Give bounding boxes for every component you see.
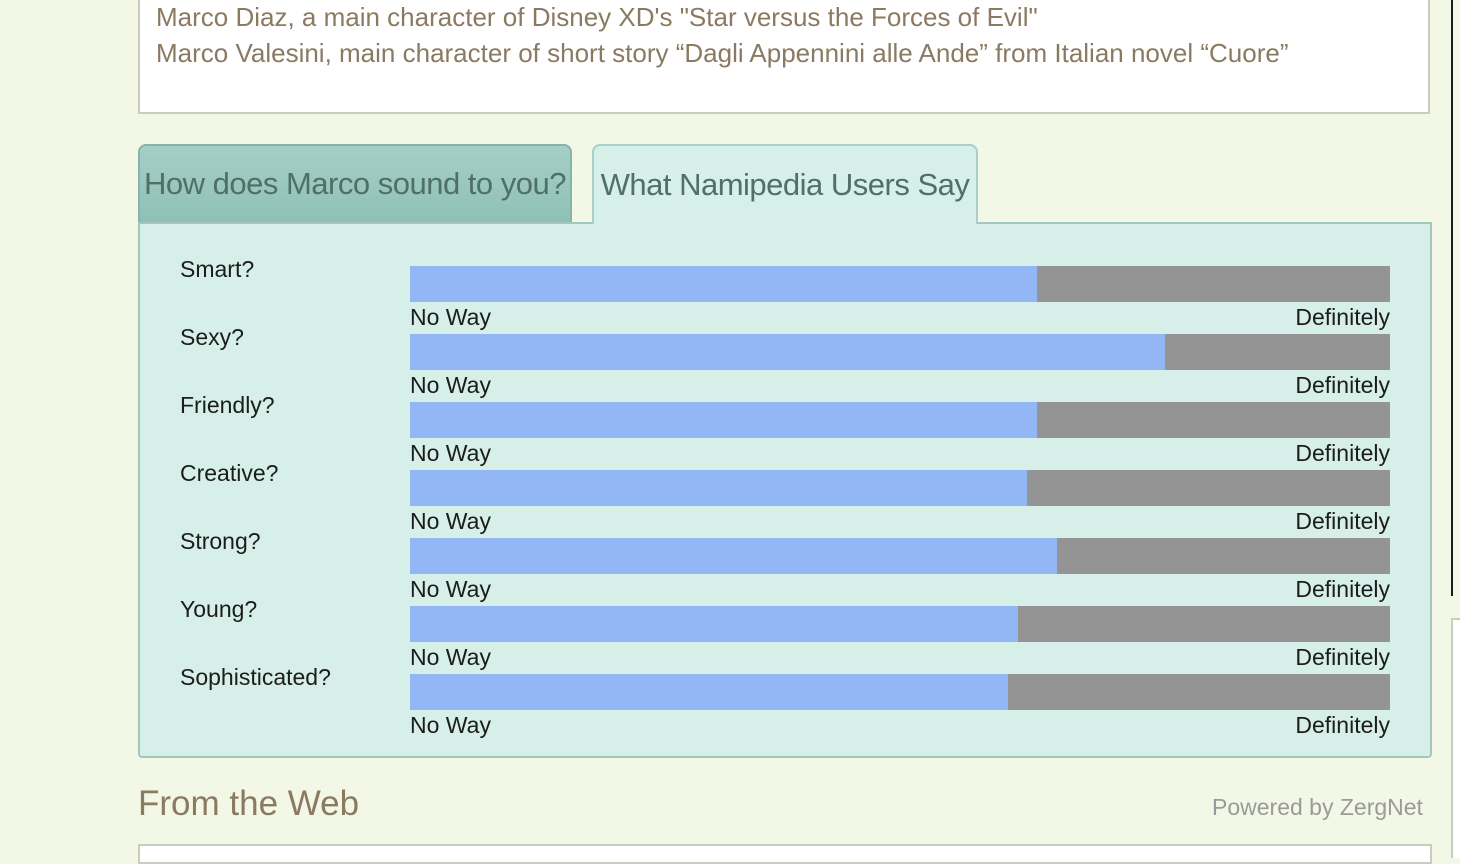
famous-person-line: Marco Valesini, main character of short … bbox=[156, 38, 1289, 68]
scale-high-label: Definitely bbox=[1295, 440, 1390, 466]
scale-low-label: No Way bbox=[410, 304, 491, 330]
trait-row: Sophisticated? No Way Definitely bbox=[140, 634, 1430, 738]
trait-label: Smart? bbox=[180, 256, 255, 282]
trait-row: Friendly? No Way Definitely bbox=[140, 362, 1430, 466]
trait-row: Creative? No Way Definitely bbox=[140, 430, 1430, 534]
rating-bar bbox=[410, 674, 1390, 710]
scale-high-label: Definitely bbox=[1295, 508, 1390, 534]
powered-by-link[interactable]: Powered by ZergNet bbox=[1212, 794, 1423, 820]
rating-bar-fill bbox=[410, 538, 1057, 574]
trait-label: Strong? bbox=[180, 528, 261, 554]
trait-label: Sexy? bbox=[180, 324, 244, 350]
rating-bar bbox=[410, 606, 1390, 642]
rating-bar-fill bbox=[410, 402, 1038, 438]
rating-bar bbox=[410, 266, 1390, 302]
scale-high-label: Definitely bbox=[1295, 576, 1390, 602]
scale-high-label: Definitely bbox=[1295, 712, 1390, 738]
rating-bar-fill bbox=[410, 334, 1165, 370]
rating-bar bbox=[410, 334, 1390, 370]
side-panel-edge bbox=[1451, 618, 1460, 858]
scale-low-label: No Way bbox=[410, 576, 491, 602]
rating-bar-fill bbox=[410, 470, 1028, 506]
tab-users-say[interactable]: What Namipedia Users Say bbox=[592, 144, 978, 224]
rating-bar bbox=[410, 538, 1390, 574]
tab-how-does-it-sound[interactable]: How does Marco sound to you? bbox=[138, 144, 572, 222]
rating-bar-fill bbox=[410, 674, 1008, 710]
trait-row: Strong? No Way Definitely bbox=[140, 498, 1430, 602]
ratings-panel: Smart? No Way Definitely Sexy? No Way Definit… bbox=[138, 222, 1432, 758]
famous-people-box: Marco Diaz, a main character of Disney X… bbox=[138, 0, 1430, 114]
rating-bar bbox=[410, 402, 1390, 438]
scale-high-label: Definitely bbox=[1295, 304, 1390, 330]
scrollbar-edge bbox=[1451, 0, 1453, 596]
trait-row: Sexy? No Way Definitely bbox=[140, 294, 1430, 398]
scale-low-label: No Way bbox=[410, 372, 491, 398]
scale-high-label: Definitely bbox=[1295, 372, 1390, 398]
scale-low-label: No Way bbox=[410, 644, 491, 670]
trait-label: Sophisticated? bbox=[180, 664, 331, 690]
scale-low-label: No Way bbox=[410, 508, 491, 534]
trait-label: Creative? bbox=[180, 460, 279, 486]
scale-low-label: No Way bbox=[410, 712, 491, 738]
rating-bar-fill bbox=[410, 266, 1038, 302]
trait-label: Friendly? bbox=[180, 392, 275, 418]
from-the-web-heading: From the Web bbox=[138, 784, 360, 823]
web-content-box bbox=[138, 844, 1432, 864]
trait-row: Young? No Way Definitely bbox=[140, 566, 1430, 670]
scale-high-label: Definitely bbox=[1295, 644, 1390, 670]
rating-bar-fill bbox=[410, 606, 1018, 642]
scale-low-label: No Way bbox=[410, 440, 491, 466]
trait-label: Young? bbox=[180, 596, 258, 622]
rating-bar bbox=[410, 470, 1390, 506]
trait-row: Smart? No Way Definitely bbox=[140, 226, 1430, 330]
famous-person-line: Marco Diaz, a main character of Disney X… bbox=[156, 2, 1038, 32]
